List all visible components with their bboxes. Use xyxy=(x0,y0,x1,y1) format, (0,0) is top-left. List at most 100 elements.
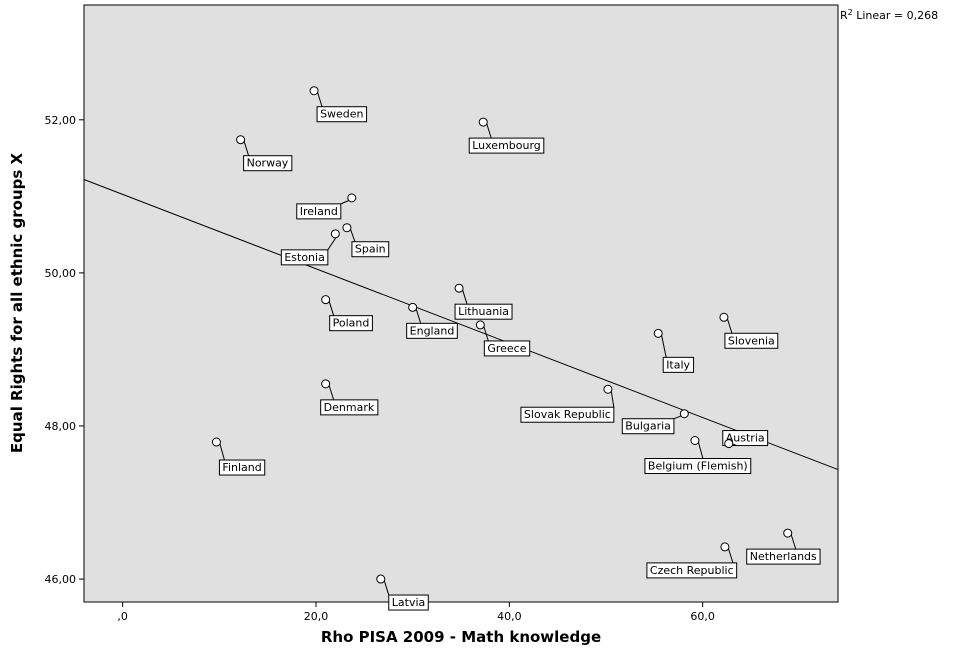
data-point xyxy=(321,379,331,389)
leader-line xyxy=(383,578,390,596)
data-point xyxy=(236,135,246,145)
point-label-box: England xyxy=(406,322,458,339)
data-point xyxy=(719,312,729,322)
y-tick-label: 48,00 xyxy=(45,420,77,433)
point-label: Denmark xyxy=(324,401,375,414)
point-label-box: Estonia xyxy=(280,249,329,266)
x-tick-label: 60,0 xyxy=(690,610,715,623)
fit-line xyxy=(83,179,839,471)
x-axis-title: Rho PISA 2009 - Math knowledge xyxy=(321,628,601,646)
leader-line xyxy=(316,90,323,107)
point-label-box: Denmark xyxy=(320,399,379,416)
point-label-box: Spain xyxy=(351,241,390,258)
label-box xyxy=(243,155,293,172)
point-label: Ireland xyxy=(300,205,338,218)
point-label-box: Latvia xyxy=(388,594,429,611)
x-tick-label: ,0 xyxy=(117,610,128,623)
label-box xyxy=(621,418,675,435)
leader-line xyxy=(218,441,225,461)
point-label: Finland xyxy=(222,461,261,474)
x-axis: ,0 20,0 40,0 60,0 xyxy=(117,602,715,623)
label-box xyxy=(296,203,342,220)
label-box xyxy=(746,548,821,565)
leader-line xyxy=(461,288,468,305)
label-box xyxy=(388,594,429,611)
point-label: Latvia xyxy=(392,596,426,609)
label-box xyxy=(320,399,379,416)
point-label-box: Lithuania xyxy=(454,303,513,320)
leader-line xyxy=(328,383,335,401)
plot-area xyxy=(83,4,839,603)
point-label-box: Poland xyxy=(329,315,373,332)
point-label-box: Sweden xyxy=(316,106,368,123)
leader-line xyxy=(415,307,422,324)
r2-label: R2 Linear = 0,268 xyxy=(840,8,938,22)
label-box xyxy=(351,241,390,258)
data-point xyxy=(408,302,418,312)
point-label-box: Austria xyxy=(722,430,769,447)
point-label: Spain xyxy=(355,243,386,256)
point-label: Slovak Republic xyxy=(524,408,611,421)
y-tick-label: 50,00 xyxy=(45,267,77,280)
label-box xyxy=(406,322,458,339)
point-label: Greece xyxy=(487,342,526,355)
leader-line xyxy=(243,139,250,156)
point-label: Slovenia xyxy=(728,334,775,347)
point-label: Austria xyxy=(726,432,765,445)
label-box xyxy=(646,562,738,579)
point-label: Belgium (Flemish) xyxy=(648,460,748,473)
label-box xyxy=(520,406,615,423)
point-label: Luxembourg xyxy=(472,139,541,152)
label-box xyxy=(483,340,531,357)
label-box xyxy=(722,430,769,447)
data-point xyxy=(454,283,464,293)
point-label: Norway xyxy=(247,157,289,170)
data-point xyxy=(653,328,663,338)
point-label-box: Netherlands xyxy=(746,548,821,565)
point-label: Estonia xyxy=(284,251,325,264)
data-point xyxy=(724,439,734,449)
y-axis-title: Equal Rights for all ethnic groups X xyxy=(8,152,26,453)
leader-line xyxy=(610,389,615,408)
point-label-box: Slovak Republic xyxy=(520,406,615,423)
point-label: Poland xyxy=(333,317,370,330)
point-label: Netherlands xyxy=(750,550,817,563)
data-point xyxy=(475,320,485,330)
data-point xyxy=(321,295,331,305)
label-box xyxy=(218,459,266,476)
data-point xyxy=(347,193,357,203)
leader-line xyxy=(790,532,797,550)
data-point xyxy=(679,409,689,419)
point-label: Bulgaria xyxy=(625,420,671,433)
data-point xyxy=(478,117,488,127)
label-box xyxy=(662,356,695,373)
point-label-box: Belgium (Flemish) xyxy=(644,458,752,475)
data-point xyxy=(690,436,700,446)
data-point xyxy=(211,437,221,447)
leader-line xyxy=(727,546,734,564)
x-tick-label: 40,0 xyxy=(497,610,522,623)
leader-line xyxy=(660,333,667,358)
data-point xyxy=(342,223,352,233)
data-points: Sweden Luxembourg Norway Ireland Spain Estoni… xyxy=(211,86,821,611)
data-point xyxy=(330,229,340,239)
y-axis: 46,00 48,00 50,00 52,00 xyxy=(45,114,84,586)
leader-line xyxy=(328,299,335,316)
point-label-box: Ireland xyxy=(296,203,342,220)
point-label-box: Bulgaria xyxy=(621,418,675,435)
data-point xyxy=(783,528,793,538)
data-point xyxy=(376,574,386,584)
label-box xyxy=(724,332,779,349)
point-label-box: Finland xyxy=(218,459,266,476)
data-point xyxy=(309,86,319,96)
y-tick-label: 46,00 xyxy=(45,573,77,586)
point-label: Italy xyxy=(666,358,690,371)
point-label-box: Italy xyxy=(662,356,695,373)
label-box xyxy=(316,106,368,123)
label-box xyxy=(644,458,752,475)
label-box xyxy=(468,137,545,154)
data-point xyxy=(603,384,613,394)
leader-line xyxy=(482,324,489,342)
label-box xyxy=(280,249,329,266)
